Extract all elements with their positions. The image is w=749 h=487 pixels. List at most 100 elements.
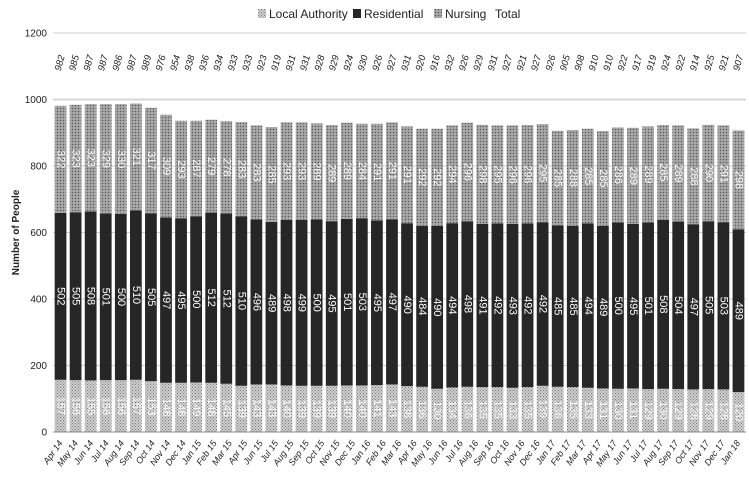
bar-segment [371, 385, 383, 432]
bar-segment [220, 213, 233, 384]
segment-value-label: 323 [85, 149, 97, 167]
bar-segment [431, 388, 444, 432]
segment-value-label: 143 [265, 399, 277, 417]
segment-value-label: 279 [205, 157, 217, 175]
bar-segment [265, 221, 278, 385]
bar-segment [145, 381, 157, 432]
total-value-label: 916 [428, 53, 443, 72]
segment-value-label: 139 [311, 400, 323, 418]
segment-value-label: 286 [612, 166, 624, 184]
segment-value-label: 149 [190, 398, 202, 416]
segment-value-label: 500 [115, 288, 127, 306]
segment-value-label: 492 [537, 295, 549, 313]
total-value-label: 929 [327, 53, 342, 72]
segment-value-label: 492 [491, 296, 503, 314]
bar-segment [401, 386, 413, 432]
bar-segment [371, 220, 383, 386]
bar-segment [340, 122, 353, 219]
bar-segment [295, 122, 308, 220]
segment-value-label: 136 [461, 400, 473, 418]
bar-segment [732, 392, 745, 432]
bar-segment [220, 383, 233, 432]
bar-segment [386, 384, 398, 432]
bar-segment [431, 128, 444, 226]
total-value-label: 931 [298, 54, 313, 72]
bar-stack: 157 502 322 [54, 105, 67, 432]
y-axis-label: Number of People [11, 189, 22, 275]
bar-segment [280, 219, 293, 386]
total-labels: 982 985 987 987 986 987 989 976 954 938 936 934 933 9… [53, 53, 746, 72]
bar-segment [280, 385, 293, 432]
bar-segment [84, 380, 97, 432]
bar-stack: 129 505 290 [702, 124, 714, 432]
segment-value-label: 145 [220, 399, 232, 417]
bar-segment [69, 380, 82, 432]
bar-segment [190, 382, 202, 432]
total-value-label: 934 [212, 54, 227, 72]
y-tick-label: 400 [30, 295, 47, 306]
bar-segment [114, 104, 127, 214]
bar-segment [446, 223, 459, 388]
bar-segment [672, 221, 685, 390]
bar-segment [491, 387, 504, 432]
bar-stack: 153 505 317 [145, 107, 157, 432]
bar-segment [265, 127, 278, 222]
bar-segment [265, 384, 278, 432]
bar-segment [235, 122, 248, 217]
total-value-label: 924 [342, 54, 357, 72]
segment-value-label: 287 [190, 159, 202, 177]
segment-value-label: 485 [552, 297, 564, 315]
bar-segment [190, 216, 202, 383]
total-value-label: 928 [313, 53, 328, 72]
segment-value-label: 484 [416, 297, 428, 315]
segment-value-label: 153 [145, 397, 157, 415]
segment-value-label: 140 [356, 400, 368, 418]
bar-stack: 130 508 285 [657, 125, 669, 432]
bar-segment [581, 387, 594, 432]
segment-value-label: 322 [55, 150, 67, 168]
bar-segment [235, 385, 248, 432]
segment-value-label: 156 [115, 397, 127, 415]
segment-value-label: 148 [160, 398, 172, 416]
total-value-label: 933 [241, 53, 256, 72]
bar-segment [566, 130, 579, 226]
bar-stack: 148 512 279 [205, 119, 218, 432]
bar-segment [250, 384, 263, 432]
bar-segment [431, 225, 444, 389]
segment-value-label: 283 [250, 163, 262, 181]
bar-segment [416, 225, 428, 387]
bar-segment [355, 218, 368, 386]
segment-value-label: 508 [657, 295, 669, 313]
bar-segment [310, 123, 323, 220]
segment-value-label: 285 [582, 167, 594, 185]
bar-segment [687, 389, 700, 432]
segment-value-label: 497 [687, 298, 699, 316]
total-value-label: 927 [385, 53, 400, 72]
segment-value-label: 309 [160, 157, 172, 175]
segment-value-label: 289 [642, 165, 654, 183]
bar-segment [205, 119, 218, 213]
bar-stack: 131 489 285 [597, 131, 609, 432]
segment-value-label: 490 [401, 295, 413, 313]
total-value-label: 931 [284, 54, 299, 72]
legend-item: Residential [353, 7, 423, 21]
bar-segment [416, 128, 428, 226]
bar-segment [235, 216, 248, 386]
bar-segment [129, 103, 142, 211]
bar-segment [250, 125, 263, 220]
total-value-label: 938 [183, 53, 198, 72]
segment-value-label: 130 [657, 401, 669, 419]
segment-value-label: 131 [597, 401, 609, 419]
total-value-label: 976 [154, 53, 169, 72]
segment-value-label: 501 [100, 288, 112, 306]
segment-value-label: 285 [265, 165, 277, 183]
bar-segment [551, 130, 564, 226]
segment-value-label: 503 [356, 293, 368, 311]
bar-stack: 129 501 289 [642, 126, 654, 432]
legend: Local Authority Residential Nursing Total [258, 7, 520, 21]
bar-segment [672, 389, 685, 432]
total-value-label: 919 [269, 53, 284, 72]
bar-segment [54, 105, 67, 213]
total-value-label: 910 [587, 53, 602, 72]
